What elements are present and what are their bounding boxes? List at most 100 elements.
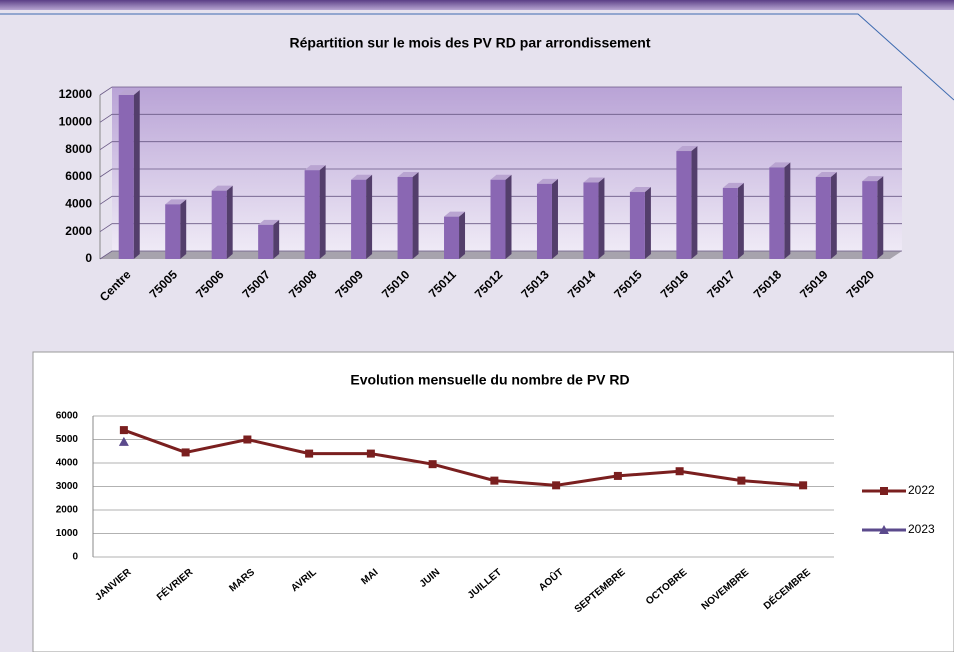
bar: [351, 174, 373, 259]
bar-top: [629, 187, 651, 193]
bar-side: [273, 219, 280, 259]
marker: [613, 471, 622, 480]
x-tick-label: 75018: [751, 267, 785, 301]
bar-side: [412, 172, 419, 259]
legend-label: 2022: [908, 483, 935, 497]
bar-top: [536, 178, 558, 184]
bar: [118, 90, 140, 259]
grid-line: [99, 141, 902, 150]
bar-top: [165, 199, 187, 205]
x-tick-label: 75015: [611, 267, 645, 301]
x-tick-label: 75020: [844, 267, 878, 301]
marker: [305, 449, 314, 458]
chart-2-title: Evolution mensuelle du nombre de PV RD: [350, 372, 629, 388]
marker: [490, 476, 499, 485]
bar-top: [722, 182, 744, 188]
bar-side: [784, 162, 791, 259]
bar-front: [258, 224, 274, 259]
bar: [769, 162, 791, 259]
panel-edge: [0, 13, 954, 101]
bar-side: [366, 174, 373, 259]
bar-side: [133, 90, 140, 259]
top-band: [0, 0, 954, 10]
x-tick-label: 75013: [518, 267, 552, 301]
bar-side: [830, 172, 837, 259]
marker: [119, 426, 128, 435]
marker: [552, 481, 561, 490]
bar: [583, 177, 605, 259]
bar-front: [165, 204, 181, 259]
y-tick-label: 2000: [65, 224, 92, 238]
grid-line: [99, 168, 902, 178]
y-tick-label: 0: [85, 251, 92, 265]
marker: [181, 448, 190, 457]
bar-chart: 0 2000 4000 6000 8000 10000 12000 Centre 75005 75…: [59, 86, 902, 304]
bar-top: [444, 211, 466, 217]
chart-2-frame: [32, 351, 954, 652]
bar-top: [769, 162, 791, 168]
x-tick-label: 75017: [704, 267, 738, 301]
bar-top: [397, 172, 419, 177]
x-tick-label: 75014: [565, 267, 599, 301]
bar-front: [351, 179, 367, 259]
bar-front: [444, 216, 460, 259]
marker: [243, 435, 252, 444]
bar: [862, 176, 884, 259]
bar: [629, 187, 651, 259]
marker: [799, 481, 808, 490]
bar-front: [583, 182, 599, 259]
bar: [722, 182, 744, 259]
series-line: [123, 428, 804, 487]
bar: [304, 165, 326, 259]
bar-top: [583, 177, 605, 183]
bar-front: [304, 170, 320, 259]
x-tick-label: 75006: [193, 267, 227, 301]
y-tick-label: 8000: [65, 142, 92, 156]
bar-side: [598, 177, 605, 259]
bar-top: [118, 90, 140, 95]
x-tick-label: 75007: [240, 267, 274, 301]
y-tick-label: 0: [72, 552, 78, 563]
bar-side: [459, 211, 466, 259]
bar-front: [211, 190, 227, 259]
bar-top: [676, 146, 698, 152]
y-tick-label: 10000: [59, 115, 93, 129]
x-tick-label: 75010: [379, 267, 413, 301]
bar: [676, 146, 698, 259]
bar-front: [769, 167, 785, 259]
y-tick-label: 3000: [56, 481, 79, 492]
marker: [428, 460, 437, 469]
legend-marker: [879, 525, 889, 534]
bar-top: [490, 174, 512, 180]
y-tick-label: 4000: [56, 458, 79, 469]
y-tick-label: 1000: [56, 528, 79, 539]
legend-marker: [880, 487, 888, 495]
x-tick-label: Centre: [97, 267, 134, 304]
bar-front: [629, 192, 645, 259]
bar-top: [351, 174, 373, 180]
bar: [211, 185, 233, 259]
bar: [536, 178, 558, 259]
bar-top: [211, 185, 233, 191]
bar-side: [691, 146, 698, 259]
bar-side: [737, 182, 744, 259]
bar-side: [319, 165, 326, 259]
bar: [444, 211, 466, 259]
y-tick-label: 5000: [56, 434, 79, 445]
bar-top: [862, 176, 884, 182]
bar: [258, 219, 280, 259]
x-tick-label: 75008: [286, 267, 320, 301]
bar-side: [226, 185, 233, 259]
bar-front: [722, 187, 738, 259]
grid-line: [99, 113, 902, 123]
bar: [165, 199, 187, 259]
bar-front: [118, 95, 134, 259]
bar-front: [490, 179, 506, 259]
bar-side: [180, 199, 187, 259]
chart-1-title: Répartition sur le mois des PV RD par ar…: [290, 35, 651, 51]
bar-front: [676, 151, 692, 259]
legend-label: 2023: [908, 522, 935, 536]
bar-top: [258, 219, 280, 225]
